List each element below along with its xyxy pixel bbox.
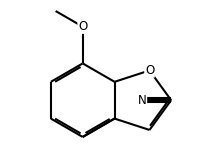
Text: N: N (138, 94, 147, 107)
Text: O: O (78, 20, 87, 33)
Text: O: O (145, 64, 154, 77)
